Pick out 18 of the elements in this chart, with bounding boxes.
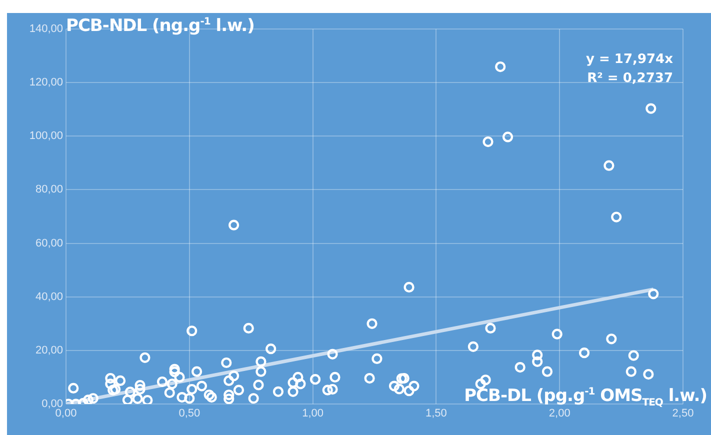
y-tick-label: 20,00 bbox=[35, 344, 63, 356]
x-tick-label: 1,50 bbox=[425, 408, 447, 420]
annotation: y = 17,974x bbox=[586, 52, 674, 67]
x-tick-label: 2,50 bbox=[672, 408, 694, 420]
y-axis-title: PCB-NDL (ng.g$^{-1}$ l.w.) bbox=[66, 16, 254, 36]
y-tick-label: 60,00 bbox=[35, 237, 63, 250]
x-axis-title: PCB-DL (pg.g$^{-1}$ OMS$_{TEQ}$ l.w.) bbox=[464, 386, 707, 408]
y-tick-label: 0,00 bbox=[42, 398, 63, 410]
annotation: R² = 0,2737 bbox=[587, 70, 673, 86]
y-tick-label: 100,00 bbox=[29, 130, 63, 142]
x-tick-label: 1,00 bbox=[302, 408, 324, 420]
y-tick-label: 120,00 bbox=[29, 76, 63, 89]
x-tick-label: 0,50 bbox=[178, 408, 200, 420]
y-tick-label: 80,00 bbox=[35, 184, 63, 196]
y-tick-label: 140,00 bbox=[29, 23, 63, 36]
x-tick-label: 2,00 bbox=[548, 408, 570, 420]
y-tick-label: 40,00 bbox=[35, 290, 63, 303]
x-tick-label: 0,00 bbox=[55, 408, 77, 420]
